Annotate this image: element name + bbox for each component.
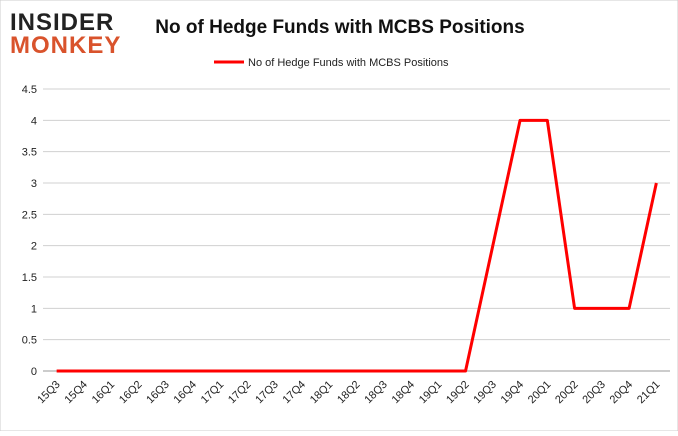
y-tick-label: 0.5 [22, 335, 37, 347]
chart-title: No of Hedge Funds with MCBS Positions [155, 17, 524, 38]
logo-line1: INSIDER [10, 9, 114, 36]
y-tick-label: 3 [31, 178, 37, 190]
line-series [56, 118, 658, 373]
legend-label: No of Hedge Funds with MCBS Positions [248, 57, 449, 69]
y-tick-label: 1 [31, 303, 37, 315]
y-tick-label: 2.5 [22, 209, 37, 221]
y-tick-label: 1.5 [22, 272, 37, 284]
y-tick-label: 0 [31, 366, 37, 378]
y-tick-label: 4.5 [22, 84, 37, 96]
y-tick-label: 3.5 [22, 147, 37, 159]
y-tick-label: 4 [31, 115, 37, 127]
logo-line2: MONKEY [10, 32, 121, 59]
y-tick-label: 2 [31, 241, 37, 253]
